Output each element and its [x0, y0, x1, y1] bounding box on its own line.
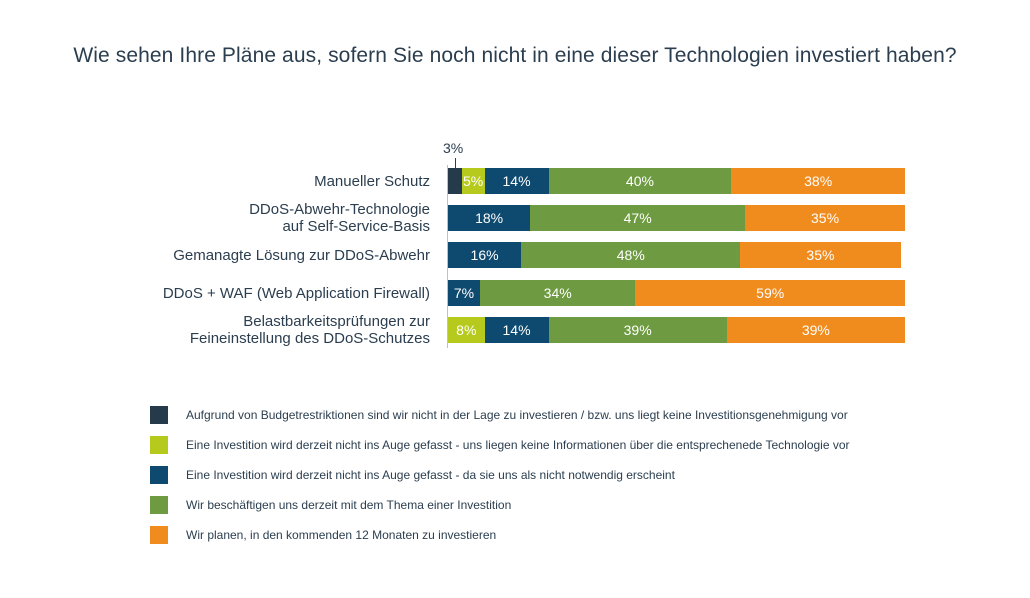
category-label-line: DDoS + WAF (Web Application Firewall)	[162, 284, 430, 302]
bar-segment	[484, 168, 550, 194]
legend-label: Wir planen, in den kommenden 12 Monaten …	[186, 528, 497, 542]
data-label: 35%	[806, 247, 835, 263]
data-label: 39%	[623, 322, 652, 338]
legend-label: Eine Investition wird derzeit nicht ins …	[186, 468, 675, 482]
callout-leader-line	[455, 158, 456, 168]
bar-segment	[740, 242, 901, 268]
bar-segment	[448, 317, 486, 343]
bar-segment	[731, 168, 906, 194]
category-label: DDoS-Abwehr-Technologie auf Self-Service-…	[100, 201, 430, 235]
bar-segment	[635, 280, 906, 306]
data-label: 8%	[456, 322, 477, 338]
category-label: Manueller Schutz	[100, 173, 430, 190]
legend-swatch	[150, 526, 168, 544]
category-label-line: Gemanagte Lösung zur DDoS-Abwehr	[173, 246, 430, 264]
legend-swatch	[150, 406, 168, 424]
bar-segment	[448, 168, 463, 194]
category-label-line: Belastbarkeitsprüfungen zur	[243, 313, 430, 330]
data-label: 5%	[463, 173, 484, 189]
data-label: 7%	[453, 285, 475, 301]
bar-segment	[461, 168, 486, 194]
legend-label: Wir beschäftigen uns derzeit mit dem The…	[186, 498, 512, 512]
category-label: Gemanagte Lösung zur DDoS-Abwehr	[100, 247, 430, 264]
legend-swatch	[150, 436, 168, 454]
data-label: 39%	[801, 322, 830, 338]
data-label: 16%	[470, 247, 499, 263]
data-label: 14%	[502, 173, 531, 189]
bar-segment	[484, 317, 550, 343]
data-label: 35%	[811, 210, 840, 226]
data-label: 38%	[804, 173, 833, 189]
category-label-line: auf Self-Service-Basis	[282, 218, 430, 235]
data-label: 47%	[623, 210, 652, 226]
bar-segment	[448, 280, 481, 306]
bar-segment	[548, 168, 732, 194]
category-label-line: Feineinstellung des DDoS-Schutzes	[189, 330, 430, 347]
bar-segment	[448, 205, 531, 231]
bar-segment	[548, 317, 728, 343]
category-label: Belastbarkeitsprüfungen zur Feineinstellu…	[100, 313, 430, 347]
legend-swatch	[150, 466, 168, 484]
data-label: 59%	[756, 285, 785, 301]
callout-label: 3%	[443, 140, 464, 156]
legend-label: Aufgrund von Budgetrestriktionen sind wi…	[186, 408, 848, 422]
category-label: DDoS + WAF (Web Application Firewall)	[100, 285, 430, 302]
chart-title: Wie sehen Ihre Pläne aus, sofern Sie noc…	[73, 44, 957, 67]
bar-segment	[530, 205, 746, 231]
data-label: 40%	[625, 173, 654, 189]
bar-segment	[479, 280, 636, 306]
bar-segment	[726, 317, 906, 343]
legend-label: Eine Investition wird derzeit nicht ins …	[186, 438, 850, 452]
category-label-line: Manueller Schutz	[314, 172, 430, 190]
legend-swatch	[150, 496, 168, 514]
data-label: 34%	[543, 285, 572, 301]
data-label: 18%	[475, 210, 504, 226]
bar-segment	[521, 242, 741, 268]
category-label-line: DDoS-Abwehr-Technologie	[249, 201, 430, 218]
category-axis-line	[447, 165, 448, 348]
bar-segment	[745, 205, 906, 231]
bar-segment	[448, 242, 522, 268]
data-label: 48%	[616, 247, 645, 263]
data-label: 14%	[502, 322, 531, 338]
